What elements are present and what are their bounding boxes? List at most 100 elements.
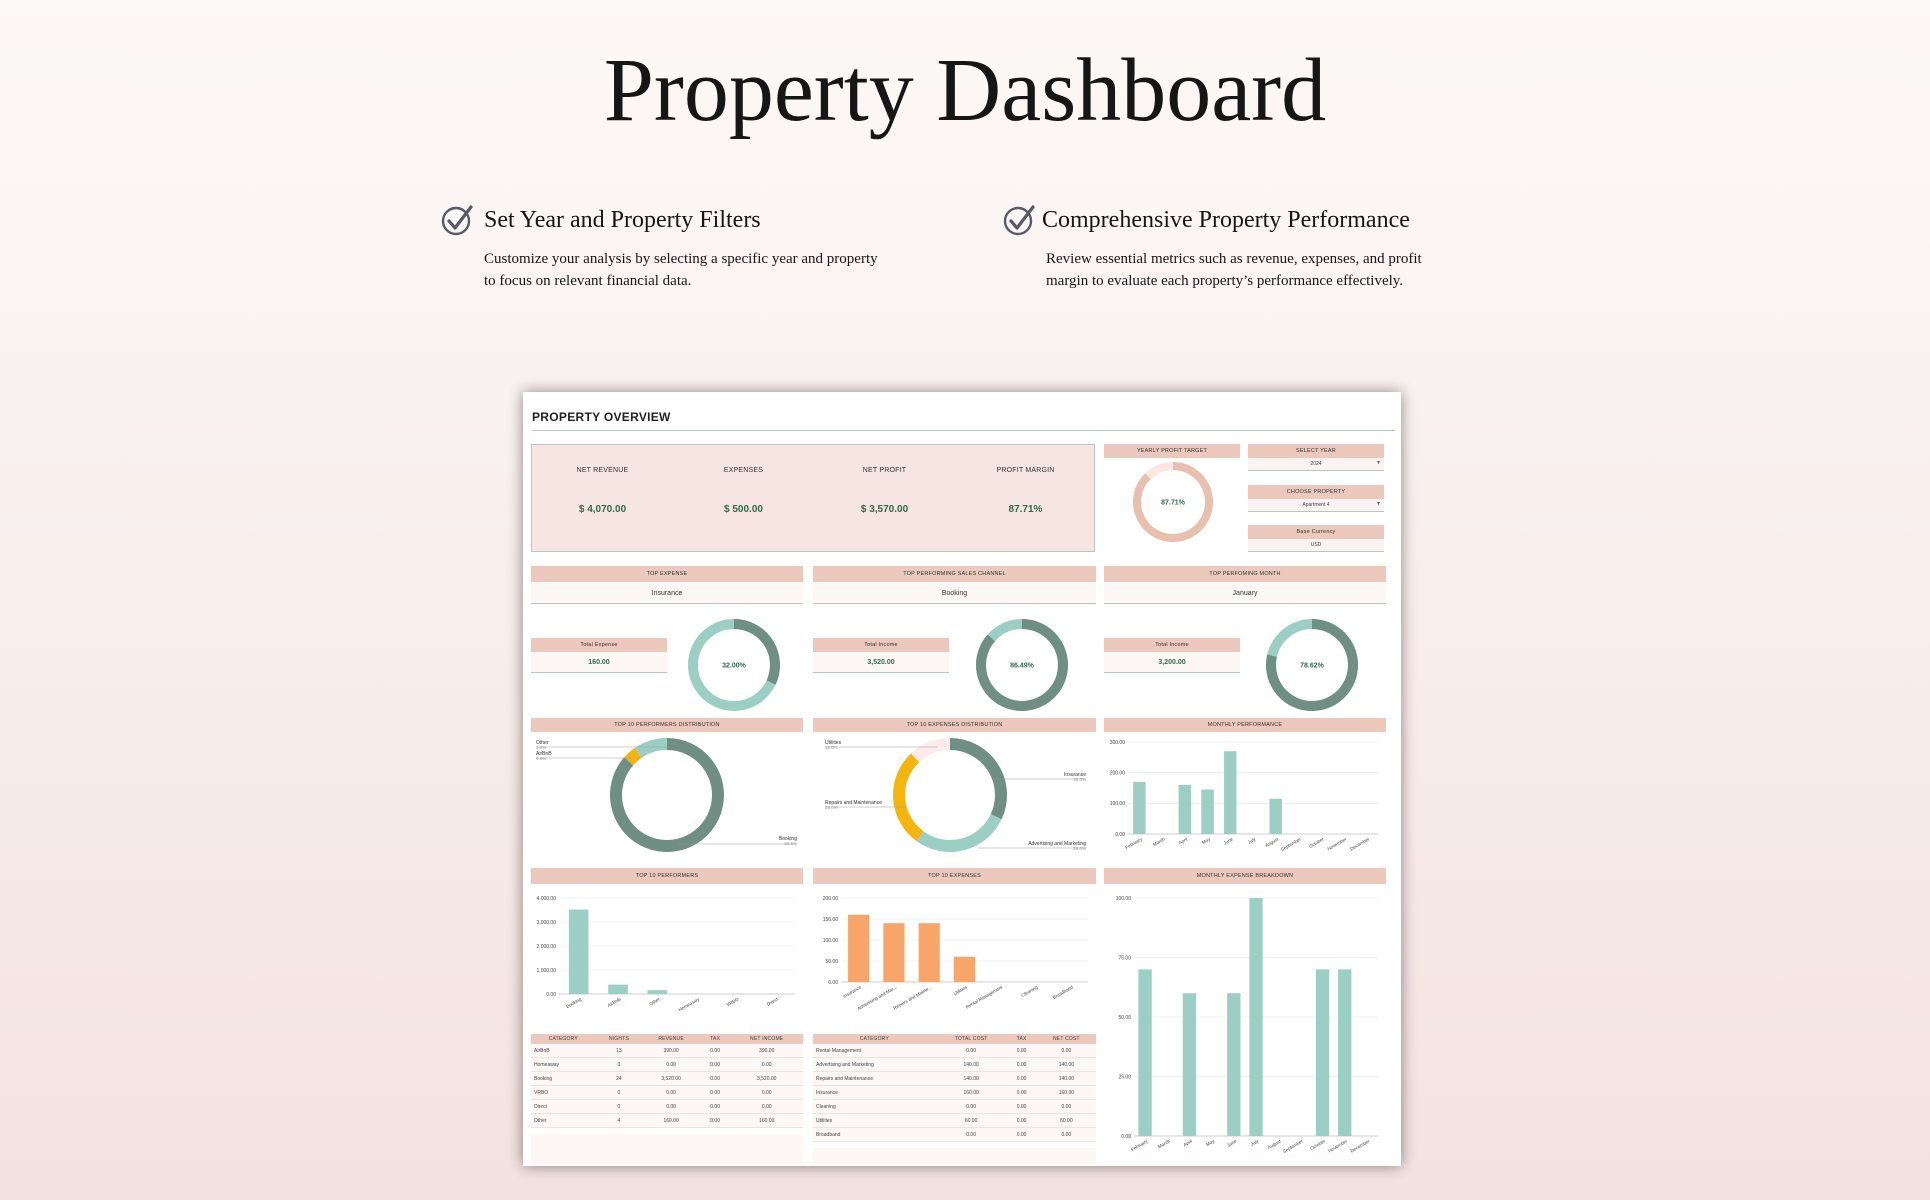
y-tick-label: 2,000.00 <box>537 944 557 950</box>
x-tick-label: July <box>1247 836 1257 845</box>
table-cell: Rental Management <box>813 1044 936 1058</box>
table-cell: 3,520.00 <box>730 1071 803 1086</box>
expense-donut-label: 32.00% <box>722 663 747 670</box>
currency-value: USD <box>1310 542 1322 548</box>
yearly-target-donut: 87.71% <box>1131 460 1215 544</box>
kpi-label: NET REVENUE <box>576 467 629 474</box>
table-header-cell: TOTAL COST <box>935 1034 1007 1044</box>
pie-label-name: Advertising and Marketing <box>1028 841 1086 847</box>
y-tick-label: 1,000.00 <box>537 968 557 974</box>
table-row: Direct 0 0.00 0.00 0.00 <box>531 1099 803 1114</box>
table-cell: Homeaway <box>531 1057 596 1072</box>
divider <box>532 430 1395 431</box>
table-cell: Direct <box>531 1099 596 1114</box>
x-tick-label: March <box>1152 836 1166 847</box>
pie-label-pct: 28.0% <box>1073 846 1086 851</box>
table-cell: 390.00 <box>642 1044 700 1058</box>
x-tick-label: Homeaway <box>678 996 701 1012</box>
table-cell: 0.00 <box>1006 1127 1037 1142</box>
chevron-down-icon: ▾ <box>1376 501 1380 507</box>
table-row: Rental Management 0.00 0.00 0.00 <box>813 1044 1096 1058</box>
table-row: Cleaning 0.00 0.00 0.00 <box>813 1099 1096 1114</box>
y-tick-label: 75.00 <box>1118 955 1131 961</box>
y-tick-label: 300.00 <box>1110 740 1126 746</box>
top-expense-donut: 32.00% <box>685 616 783 714</box>
table-cell: 0.00 <box>699 1113 731 1128</box>
property-select[interactable]: Apartment 4 ▾ <box>1248 499 1384 512</box>
x-tick-label: April <box>1178 837 1188 846</box>
table-cell: 160.00 <box>1036 1085 1096 1100</box>
channel-donut-label: 86.49% <box>1010 663 1035 670</box>
top-month-value: January <box>1104 583 1386 604</box>
table-cell: 0.00 <box>1006 1085 1037 1100</box>
x-tick-label: Insurance <box>842 984 862 999</box>
pie-slice-2 <box>893 753 924 842</box>
table-row: Other 4 160.00 0.00 160.00 <box>531 1113 803 1128</box>
top-channel-header: TOP PERFORMING SALES CHANNEL <box>813 566 1096 582</box>
kpi-profit-margin: PROFIT MARGIN 87.71% <box>955 467 1096 515</box>
table-cell: 3,520.00 <box>642 1071 700 1086</box>
bar <box>608 984 628 994</box>
dashboard-sheet: PROPERTY OVERVIEW NET REVENUE $ 4,070.00… <box>523 392 1401 1166</box>
year-select[interactable]: 2024 ▾ <box>1248 458 1384 471</box>
page-title: Property Dashboard <box>603 41 1327 140</box>
table-cell: 0.00 <box>642 1099 700 1114</box>
table-header-row: CATEGORY TOTAL COST TAX NET COST <box>813 1034 1096 1044</box>
performers-table: CATEGORY NIGHTS REVENUE TAX NET INCOME AirBn… <box>531 1034 803 1128</box>
channel-donut-arc <box>976 619 1068 711</box>
x-tick-label: December <box>1350 1138 1371 1153</box>
table-header-cell: TAX <box>699 1034 731 1044</box>
dashboard-title: PROPERTY OVERVIEW <box>532 410 671 424</box>
table-cell: 24 <box>595 1071 643 1086</box>
x-tick-label: October <box>1308 836 1325 849</box>
currency-value-box[interactable]: USD <box>1248 539 1384 552</box>
table-header-cell: REVENUE <box>642 1034 700 1044</box>
y-tick-label: 200.00 <box>1110 770 1126 776</box>
x-tick-label: August <box>1264 836 1280 848</box>
table-header-cell: CATEGORY <box>531 1034 596 1044</box>
table-cell: 140.00 <box>935 1057 1007 1072</box>
kpi-value: $ 500.00 <box>724 504 763 515</box>
kpi-value: 87.71% <box>1008 504 1043 515</box>
pie-label-name: Other <box>536 740 549 746</box>
x-tick-label: May <box>1205 1138 1216 1147</box>
top-performers-header: TOP 10 PERFORMERS <box>531 868 803 884</box>
pie-slice-1 <box>624 748 642 766</box>
bar <box>1178 784 1192 834</box>
x-tick-label: Utilities <box>953 984 969 996</box>
x-tick-label: September <box>1282 1138 1304 1154</box>
table-cell: 0.00 <box>730 1057 803 1072</box>
kpi-value: $ 4,070.00 <box>578 504 627 515</box>
feature-filters: Set Year and Property Filters Customize … <box>440 200 880 292</box>
y-tick-label: 50.00 <box>825 959 838 965</box>
kpi-expenses: EXPENSES $ 500.00 <box>673 467 814 515</box>
property-value: Apartment 4 <box>1302 502 1330 508</box>
table-cell: 0.00 <box>699 1044 731 1058</box>
table-header-row: CATEGORY NIGHTS REVENUE TAX NET INCOME <box>531 1034 803 1044</box>
table-header-cell: CATEGORY <box>813 1034 936 1044</box>
x-tick-label: February <box>1130 1138 1149 1152</box>
bar <box>1201 789 1214 834</box>
table-cell: 0 <box>595 1057 643 1072</box>
table-cell: 0 <box>595 1085 643 1100</box>
pie-slice-2 <box>634 738 668 759</box>
table-cell: Broadband <box>813 1127 936 1142</box>
month-income-value: 3,200.00 <box>1104 653 1240 673</box>
y-tick-label: 4,000.00 <box>537 896 557 902</box>
monthly-performance-chart: 300.00 200.00 100.00 0.00 February March April… <box>1104 734 1386 852</box>
top-expense-value: Insurance <box>531 583 803 604</box>
table-cell: VRBO <box>531 1085 596 1100</box>
table-filler <box>531 1134 803 1164</box>
table-row: Repairs and Maintenance 140.00 0.00 140.00 <box>813 1071 1096 1086</box>
top-expenses-chart: 200.00 150.00 100.00 50.00 0.00 Insurance Adve… <box>813 886 1096 1014</box>
x-tick-label: AirBnB <box>607 997 622 1008</box>
performers-dist-header: TOP 10 PERFORMERS DISTRIBUTION <box>531 718 803 732</box>
table-cell: 160.00 <box>730 1113 803 1128</box>
table-header-cell: NET COST <box>1036 1034 1096 1044</box>
year-value: 2024 <box>1310 461 1322 467</box>
table-cell: 160.00 <box>642 1113 700 1128</box>
bar <box>918 923 940 982</box>
x-tick-label: June <box>1223 836 1235 846</box>
x-tick-label: Booking <box>565 996 582 1009</box>
table-cell: 0.00 <box>642 1085 700 1100</box>
